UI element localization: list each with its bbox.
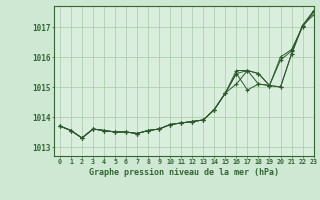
- X-axis label: Graphe pression niveau de la mer (hPa): Graphe pression niveau de la mer (hPa): [89, 168, 279, 177]
